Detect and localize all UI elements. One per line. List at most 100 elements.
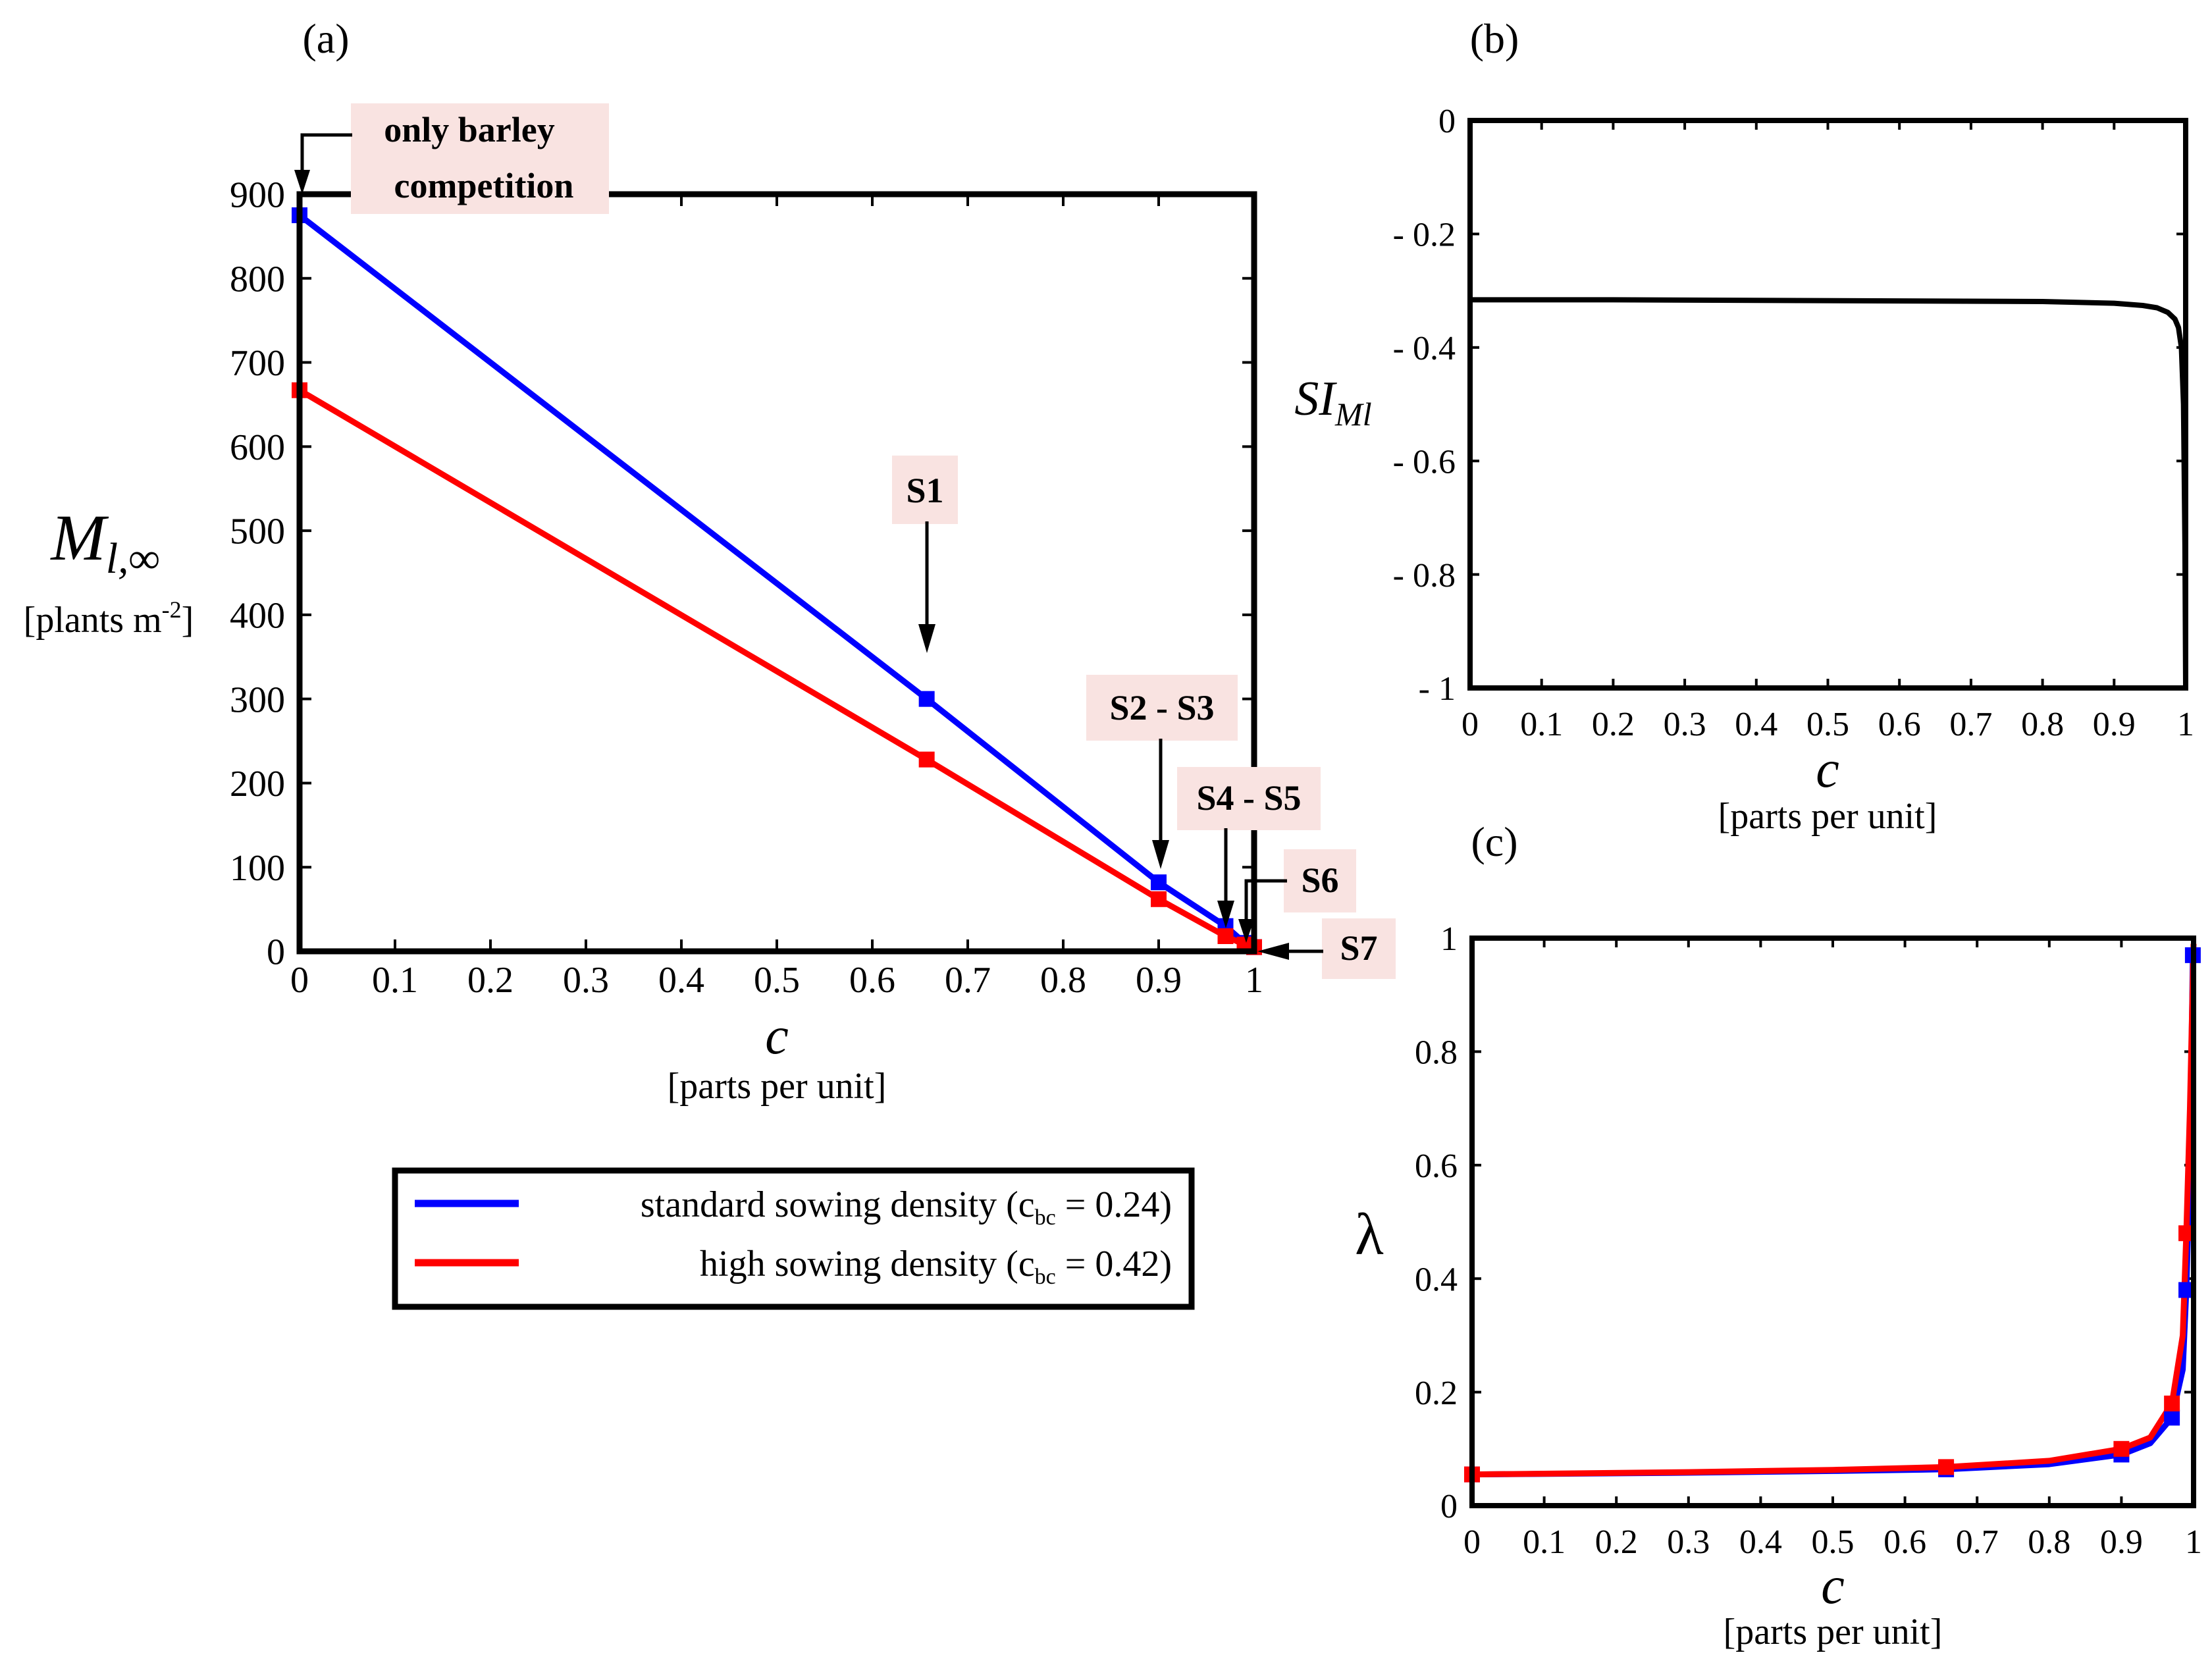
data-point-high-sowing-density [1217, 928, 1234, 944]
panel-b-x-tick-labels: 0 0.1 0.2 0.3 0.4 0.5 0.6 0.7 0.8 0.9 1 [1462, 706, 2194, 743]
panel-c-x-tick-label: 0.6 [1883, 1523, 1926, 1561]
panel-a-x-tick-label: 0.6 [849, 960, 895, 1001]
panel-c-x-tick-label: 0 [1463, 1523, 1481, 1561]
legend-label-high: high sowing density (cbc = 0.42) [700, 1244, 1172, 1289]
legend-label-standard: standard sowing density (cbc = 0.24) [641, 1184, 1172, 1230]
panel-a-ylabel-main: M [49, 501, 109, 574]
panel-a-y-tick-label: 0 [267, 932, 285, 973]
panel-a-x-tick-label: 0.8 [1040, 960, 1086, 1001]
panel-c-y-tick-label: 0.2 [1415, 1375, 1458, 1412]
panel-a-yunit: [plants m-2] [24, 596, 194, 641]
panel-a-x-tick-label: 1 [1245, 960, 1263, 1001]
panel-b-label: (b) [1470, 15, 1519, 62]
panel-b-x-tick-label: 0.6 [1878, 706, 1921, 743]
panel-a-y-tick-label: 700 [230, 343, 285, 384]
panel-a-series [298, 213, 1255, 950]
panel-a-xlabel: c [765, 1007, 789, 1065]
data-point-standard-sowing-density [2164, 1410, 2180, 1426]
panel-c-xlabel: c [1821, 1557, 1845, 1615]
annotation-only-barley-line2: competition [394, 166, 574, 205]
panel-c-x-tick-labels: 0 0.1 0.2 0.3 0.4 0.5 0.6 0.7 0.8 0.9 1 [1463, 1523, 2202, 1561]
panel-b-x-tick-label: 0.7 [1949, 706, 1992, 743]
panel-b-series [1470, 297, 2188, 689]
annotation-s4-s5: S4 - S5 [1177, 767, 1321, 928]
panel-a-y-tick-labels: 0 100 200 300 400 500 600 700 800 900 [230, 175, 285, 973]
panel-c-xunit: [parts per unit] [1724, 1612, 1943, 1652]
panel-c-y-tick-label: 0 [1440, 1488, 1458, 1525]
panel-a-x-tick-label: 0.2 [467, 960, 514, 1001]
panel-b-x-tick-label: 0.9 [2093, 706, 2136, 743]
panel-c-x-tick-label: 0.9 [2100, 1523, 2143, 1561]
panel-a-x-tick-label: 0.9 [1136, 960, 1182, 1001]
panel-a-x-tick-label: 0.7 [945, 960, 991, 1001]
panel-a-yunit-end: ] [182, 600, 194, 641]
panel-c-x-tick-label: 0.4 [1739, 1523, 1782, 1561]
annotation-s7-label: S7 [1340, 928, 1377, 968]
panel-b-x-tick-label: 0.2 [1592, 706, 1635, 743]
panel-b-ylabel-sub: Ml [1334, 396, 1372, 433]
panel-c-x-tick-label: 0.7 [1956, 1523, 1999, 1561]
data-point-standard-sowing-density [1151, 874, 1167, 891]
panel-a-x-tick-label: 0.5 [754, 960, 800, 1001]
panel-c-markers [1464, 947, 2201, 1483]
panel-b-ylabel-main: SI [1294, 372, 1337, 426]
panel-c-ylabel: λ [1355, 1202, 1384, 1267]
annotation-s1-label: S1 [906, 471, 943, 510]
panel-c-label: (c) [1471, 818, 1517, 865]
panel-b-y-tick-label: - 0.2 [1393, 217, 1456, 254]
panel-a-y-tick-label: 500 [230, 512, 285, 552]
panel-a-x-tick-label: 0.3 [563, 960, 609, 1001]
panel-b-xunit: [parts per unit] [1718, 796, 1937, 837]
panel-b-y-tick-label: - 0.6 [1393, 443, 1456, 481]
panel-b-x-tick-label: 0.4 [1735, 706, 1778, 743]
panel-a: (a) 0 0.1 0.2 0.3 0.4 0.5 0.6 0.7 0.8 0.9 1 0 100 20… [24, 15, 1396, 1107]
series-line-standard-sowing-density [1471, 955, 2196, 1478]
panel-c-x-tick-label: 0.2 [1595, 1523, 1638, 1561]
panel-c-y-tick-label: 0.4 [1415, 1261, 1458, 1298]
panel-a-ticks [298, 193, 1255, 953]
panel-c-x-tick-label: 0.5 [1812, 1523, 1855, 1561]
panel-b-y-tick-label: - 1 [1419, 670, 1456, 708]
panel-b-xlabel: c [1816, 741, 1839, 799]
panel-b: (b) 0 0.1 0.2 0.3 0.4 0.5 0.6 0.7 0.8 0.9 1 0 - 0.2… [1294, 15, 2194, 837]
series-line-standard-sowing-density [298, 213, 1255, 950]
panel-b-axes-box [1467, 118, 2188, 691]
panel-b-x-tick-label: 0.8 [2021, 706, 2064, 743]
panel-a-axes-box [296, 191, 1257, 955]
panel-a-ylabel-sub: l,∞ [106, 535, 160, 583]
panel-a-yunit-sup: -2 [162, 596, 182, 623]
annotation-s2-s3: S2 - S3 [1086, 675, 1238, 869]
data-point-high-sowing-density [1938, 1459, 1955, 1475]
annotation-only-barley: only barley competition [294, 103, 609, 214]
panel-b-ylabel: SIMl [1294, 372, 1371, 433]
panel-b-y-tick-label: - 0.4 [1393, 330, 1456, 367]
panel-a-y-tick-label: 800 [230, 259, 285, 300]
series-line-si_ml [1470, 297, 2188, 689]
panel-c-x-tick-label: 1 [2185, 1523, 2202, 1561]
annotation-s4-s5-label: S4 - S5 [1196, 778, 1301, 818]
annotation-s6: S6 [1238, 849, 1356, 943]
panel-a-y-tick-label: 400 [230, 595, 285, 636]
panel-b-y-tick-label: - 0.8 [1393, 557, 1456, 594]
panel-a-y-tick-label: 200 [230, 764, 285, 804]
panel-b-y-tick-label: 0 [1438, 103, 1456, 140]
panel-b-x-tick-label: 0.5 [1806, 706, 1849, 743]
legend: standard sowing density (cbc = 0.24) hig… [392, 1167, 1195, 1310]
panel-a-x-tick-label: 0 [290, 960, 309, 1001]
annotation-s1: S1 [892, 456, 958, 653]
panel-c-x-tick-label: 0.1 [1523, 1523, 1566, 1561]
panel-a-ylabel: Ml,∞ [49, 501, 159, 583]
annotation-only-barley-line1: only barley [384, 110, 555, 149]
panel-c: (c) 0 0.1 0.2 0.3 0.4 0.5 0.6 0.7 0.8 0.9 1 0 0.2 0.… [1355, 818, 2202, 1652]
series-line-high-sowing-density [298, 387, 1255, 950]
data-point-standard-sowing-density [918, 691, 935, 707]
panel-c-ticks [1471, 937, 2195, 1507]
panel-c-y-tick-label: 1 [1440, 920, 1458, 958]
panel-a-y-tick-label: 300 [230, 679, 285, 720]
data-point-high-sowing-density [1151, 891, 1167, 907]
panel-c-x-tick-label: 0.3 [1667, 1523, 1710, 1561]
panel-a-label: (a) [302, 15, 349, 62]
panel-a-x-tick-label: 0.1 [372, 960, 418, 1001]
panel-a-y-tick-label: 600 [230, 427, 285, 468]
